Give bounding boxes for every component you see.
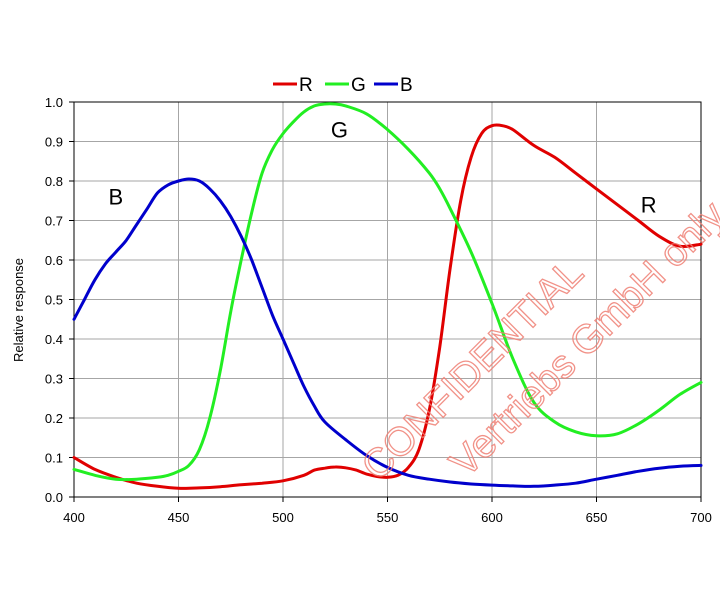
y-tick-label: 0.6 xyxy=(45,253,63,268)
y-tick-label: 0.1 xyxy=(45,451,63,466)
y-tick-label: 1.0 xyxy=(45,95,63,110)
x-tick-label: 450 xyxy=(168,510,190,525)
y-tick-label: 0.4 xyxy=(45,332,63,347)
legend-label-g: G xyxy=(351,75,366,96)
y-tick-label: 0.2 xyxy=(45,411,63,426)
y-axis-label: Relative response xyxy=(11,258,26,362)
series-lines xyxy=(72,102,703,490)
x-tick-label: 650 xyxy=(586,510,608,525)
x-tick-label: 500 xyxy=(272,510,294,525)
x-tick-label: 400 xyxy=(63,510,85,525)
curve-annotations: B G R xyxy=(108,118,656,218)
x-tick-label: 700 xyxy=(690,510,712,525)
legend-label-r: R xyxy=(299,75,313,96)
series-line-r xyxy=(72,123,703,490)
y-tick-label: 0.9 xyxy=(45,135,63,150)
x-tick-label: 600 xyxy=(481,510,503,525)
x-axis-ticks: 400 450 500 550 600 650 700 xyxy=(63,497,712,525)
y-tick-label: 0.8 xyxy=(45,174,63,189)
x-tick-label: 550 xyxy=(377,510,399,525)
y-tick-label: 0.0 xyxy=(45,490,63,505)
curve-label-b: B xyxy=(108,185,123,210)
curve-label-r: R xyxy=(641,193,657,218)
series-line-b xyxy=(72,177,703,488)
y-tick-label: 0.5 xyxy=(45,293,63,308)
y-tick-label: 0.7 xyxy=(45,214,63,229)
y-axis-ticks: 0.0 0.1 0.2 0.3 0.4 0.5 0.6 0.7 0.8 0.9 1.0 xyxy=(45,95,74,505)
y-tick-label: 0.3 xyxy=(45,372,63,387)
curve-label-g: G xyxy=(331,118,348,143)
legend-label-b: B xyxy=(400,75,413,96)
series-line-g xyxy=(72,102,703,482)
